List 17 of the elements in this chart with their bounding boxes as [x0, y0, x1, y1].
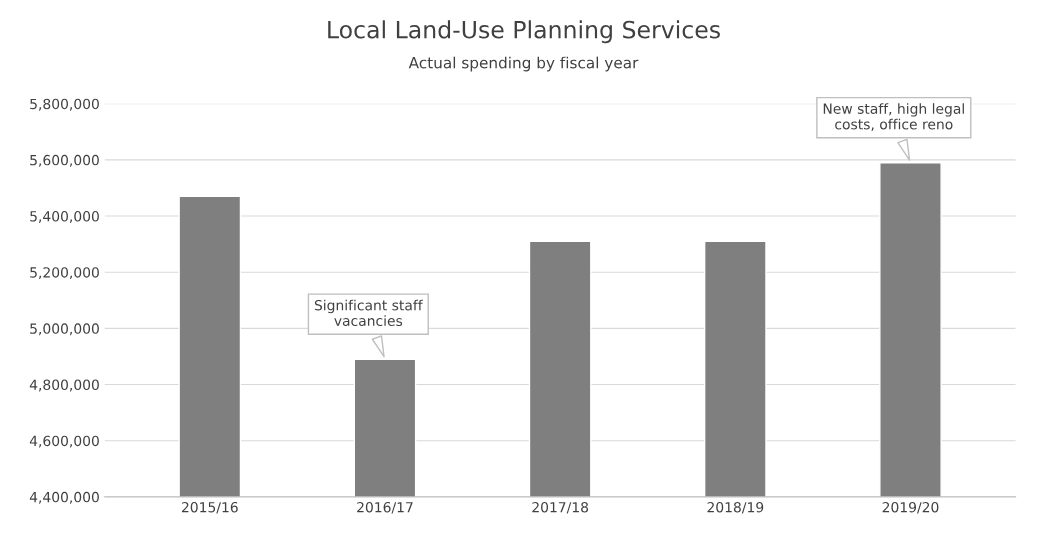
y-tick-label: 4,800,000 — [29, 379, 99, 392]
y-tick-label: 5,600,000 — [30, 154, 99, 167]
chart-title: Local Land-Use Planning Services — [328, 20, 720, 44]
annotation: New staff, high legal costs, office reno — [823, 103, 964, 131]
x-tick-label: 2018/19 — [707, 501, 764, 514]
x-tick-label: 2019/20 — [882, 501, 939, 514]
x-tick-label: 2015/16 — [181, 501, 238, 514]
chart-subtitle: Actual spending by fiscal year — [408, 56, 639, 72]
x-tick-label: 2016/17 — [357, 501, 413, 514]
y-tick-label: 5,800,000 — [30, 98, 99, 111]
annotation: Significant staff vacancies — [314, 299, 423, 327]
y-tick-label: 5,200,000 — [30, 267, 99, 280]
y-tick-label: 4,400,000 — [29, 491, 99, 504]
y-tick-label: 5,000,000 — [30, 323, 99, 336]
y-tick-label: 5,400,000 — [30, 211, 99, 223]
y-tick-label: 4,600,000 — [29, 435, 99, 448]
x-tick-label: 2017/18 — [532, 501, 589, 514]
